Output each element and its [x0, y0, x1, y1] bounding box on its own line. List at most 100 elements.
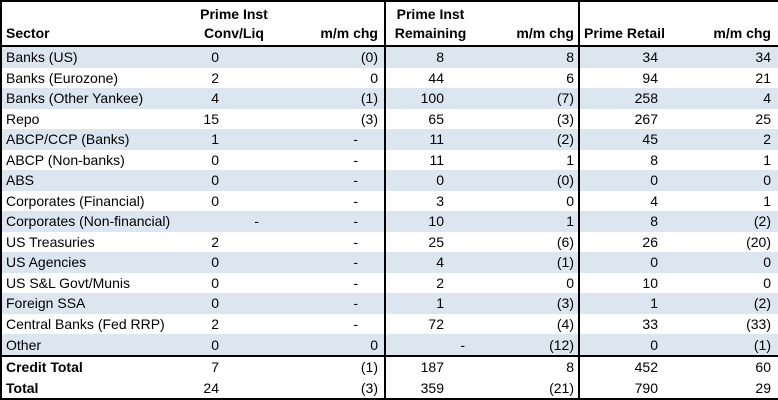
- cell-sector: ABCP/CCP (Banks): [6, 131, 130, 148]
- cell-retail: 0: [650, 336, 658, 353]
- cell-sector: US Treasuries: [6, 233, 95, 250]
- cell-retail: 8: [650, 151, 658, 168]
- cell-retail: 8: [650, 213, 658, 230]
- col-header-line2: m/m chg: [516, 25, 574, 41]
- cell-remaining_chg: (4): [475, 313, 580, 335]
- total-row: Credit Total 7 (1) 187 8 452 60: [1, 354, 778, 378]
- cell-conv_liq_chg: (0): [287, 46, 386, 68]
- table-row: ABS 0 - 0 (0) 0 0: [1, 170, 778, 191]
- cell-sector: Banks (US): [6, 49, 78, 66]
- cell-conv_liq: 1: [211, 131, 219, 148]
- cell-sector: Corporates (Non-financial): [6, 213, 171, 230]
- cell-retail_chg: 21: [755, 69, 771, 86]
- cell-remaining: 11: [429, 151, 444, 168]
- cell-remaining: 3: [436, 192, 444, 209]
- cell-remaining: 2: [436, 274, 444, 291]
- cell-retail: 26: [642, 233, 658, 250]
- cell-conv_liq: 0: [211, 172, 219, 189]
- table-row: ABCP/CCP (Banks) 1 - 11 (2) 45 2: [1, 129, 778, 150]
- cell-conv_liq: 0: [211, 151, 219, 168]
- col-header-sector: Sector: [1, 1, 181, 47]
- cell-sector: Repo: [6, 110, 40, 127]
- cell-retail_chg: 2: [763, 131, 771, 148]
- cell-conv_liq: 4: [211, 90, 219, 107]
- cell-remaining: 359: [420, 379, 444, 396]
- cell-conv_liq_chg: -: [287, 272, 386, 294]
- cell-conv_liq_chg: -: [287, 293, 386, 314]
- cell-retail: 94: [642, 69, 658, 86]
- cell-retail: 790: [634, 379, 658, 396]
- cell-retail: 4: [650, 192, 658, 209]
- cell-remaining: 11: [429, 131, 444, 148]
- col-header-remaining-mm-chg: m/m chg: [475, 1, 580, 47]
- cell-conv_liq: 0: [211, 49, 219, 66]
- cell-conv_liq_chg: (3): [287, 377, 386, 399]
- cell-retail_chg: 29: [755, 379, 771, 396]
- cell-remaining: 65: [428, 110, 444, 127]
- cell-remaining_chg: (7): [475, 88, 580, 109]
- cell-retail: 1: [650, 295, 658, 312]
- cell-remaining: 4: [436, 254, 444, 271]
- cell-remaining_chg: 8: [475, 354, 580, 378]
- cell-retail_chg: 0: [763, 172, 771, 189]
- cell-sector: Credit Total: [1, 354, 181, 378]
- cell-conv_liq: 2: [211, 69, 219, 86]
- cell-retail: 267: [634, 110, 658, 127]
- table-row: Other 0 0 - (12) 0 (1): [1, 334, 778, 356]
- cell-remaining: 44: [428, 69, 444, 86]
- cell-retail_chg: 25: [755, 110, 771, 127]
- cell-conv_liq_chg: (1): [287, 88, 386, 109]
- cell-remaining_chg: 1: [475, 149, 580, 171]
- table-row: US Treasuries 2 - 25 (6) 26 (20): [1, 231, 778, 253]
- cell-retail: 10: [642, 274, 658, 291]
- col-header-prime-inst-remaining: Prime Inst Remaining: [385, 1, 475, 47]
- cell-sector: Foreign SSA: [6, 295, 86, 312]
- cell-retail: 45: [642, 131, 658, 148]
- table-row: US Agencies 0 - 4 (1) 0 0: [1, 252, 778, 273]
- cell-sector: Total: [6, 379, 39, 396]
- cell-remaining_chg: 0: [475, 272, 580, 294]
- cell-remaining_chg: (3): [475, 293, 580, 314]
- cell-remaining_chg: (1): [475, 252, 580, 273]
- table-body: Banks (US) 0 (0) 8 8 34 34 Banks (Eurozone) 2 0 44…: [1, 46, 778, 399]
- col-header-line2: m/m chg: [713, 25, 771, 41]
- cell-conv_liq: 24: [203, 379, 219, 396]
- cell-retail_chg: 0: [763, 274, 771, 291]
- cell-conv_liq: 2: [211, 315, 219, 332]
- table-row: Foreign SSA 0 - 1 (3) 1 (2): [1, 293, 778, 314]
- cell-retail_chg: (20): [746, 233, 771, 250]
- cell-conv_liq_chg: -: [287, 211, 386, 232]
- cell-conv_liq_chg: -: [287, 252, 386, 273]
- cell-retail: 452: [579, 354, 669, 378]
- cell-conv_liq: 0: [211, 254, 219, 271]
- table-row: Banks (US) 0 (0) 8 8 34 34: [1, 46, 778, 68]
- table-row: Corporates (Non-financial) - - 10 1 8 (2): [1, 211, 778, 232]
- cell-retail_chg: (1): [753, 336, 771, 353]
- cell-conv_liq_chg: -: [287, 170, 386, 191]
- cell-sector: Banks (Other Yankee): [6, 90, 144, 107]
- cell-remaining_chg: 0: [475, 190, 580, 212]
- cell-retail: 34: [642, 49, 658, 66]
- cell-retail_chg: 60: [669, 354, 778, 378]
- col-header-line2: m/m chg: [320, 25, 378, 41]
- cell-retail_chg: 4: [763, 90, 771, 107]
- cell-conv_liq: 0: [211, 336, 219, 353]
- cell-conv_liq: -: [254, 213, 259, 230]
- cell-remaining: 25: [428, 233, 444, 250]
- cell-remaining: 187: [385, 354, 475, 378]
- col-header-line1: Prime Inst: [200, 6, 268, 22]
- cell-sector: Other: [6, 336, 42, 353]
- cell-sector: Banks (Eurozone): [6, 69, 119, 86]
- cell-retail: 33: [642, 315, 658, 332]
- cell-remaining_chg: (6): [475, 231, 580, 253]
- cell-sector: Corporates (Financial): [6, 192, 145, 209]
- cell-conv_liq_chg: 0: [287, 67, 386, 89]
- cell-remaining_chg: (21): [475, 377, 580, 399]
- col-header-line2: Remaining: [394, 25, 467, 41]
- col-header-line2: Conv/Liq: [204, 25, 264, 41]
- cell-sector: US Agencies: [6, 254, 87, 271]
- cell-retail_chg: 1: [763, 151, 771, 168]
- cell-conv_liq_chg: -: [287, 190, 386, 212]
- cell-remaining_chg: 6: [475, 67, 580, 89]
